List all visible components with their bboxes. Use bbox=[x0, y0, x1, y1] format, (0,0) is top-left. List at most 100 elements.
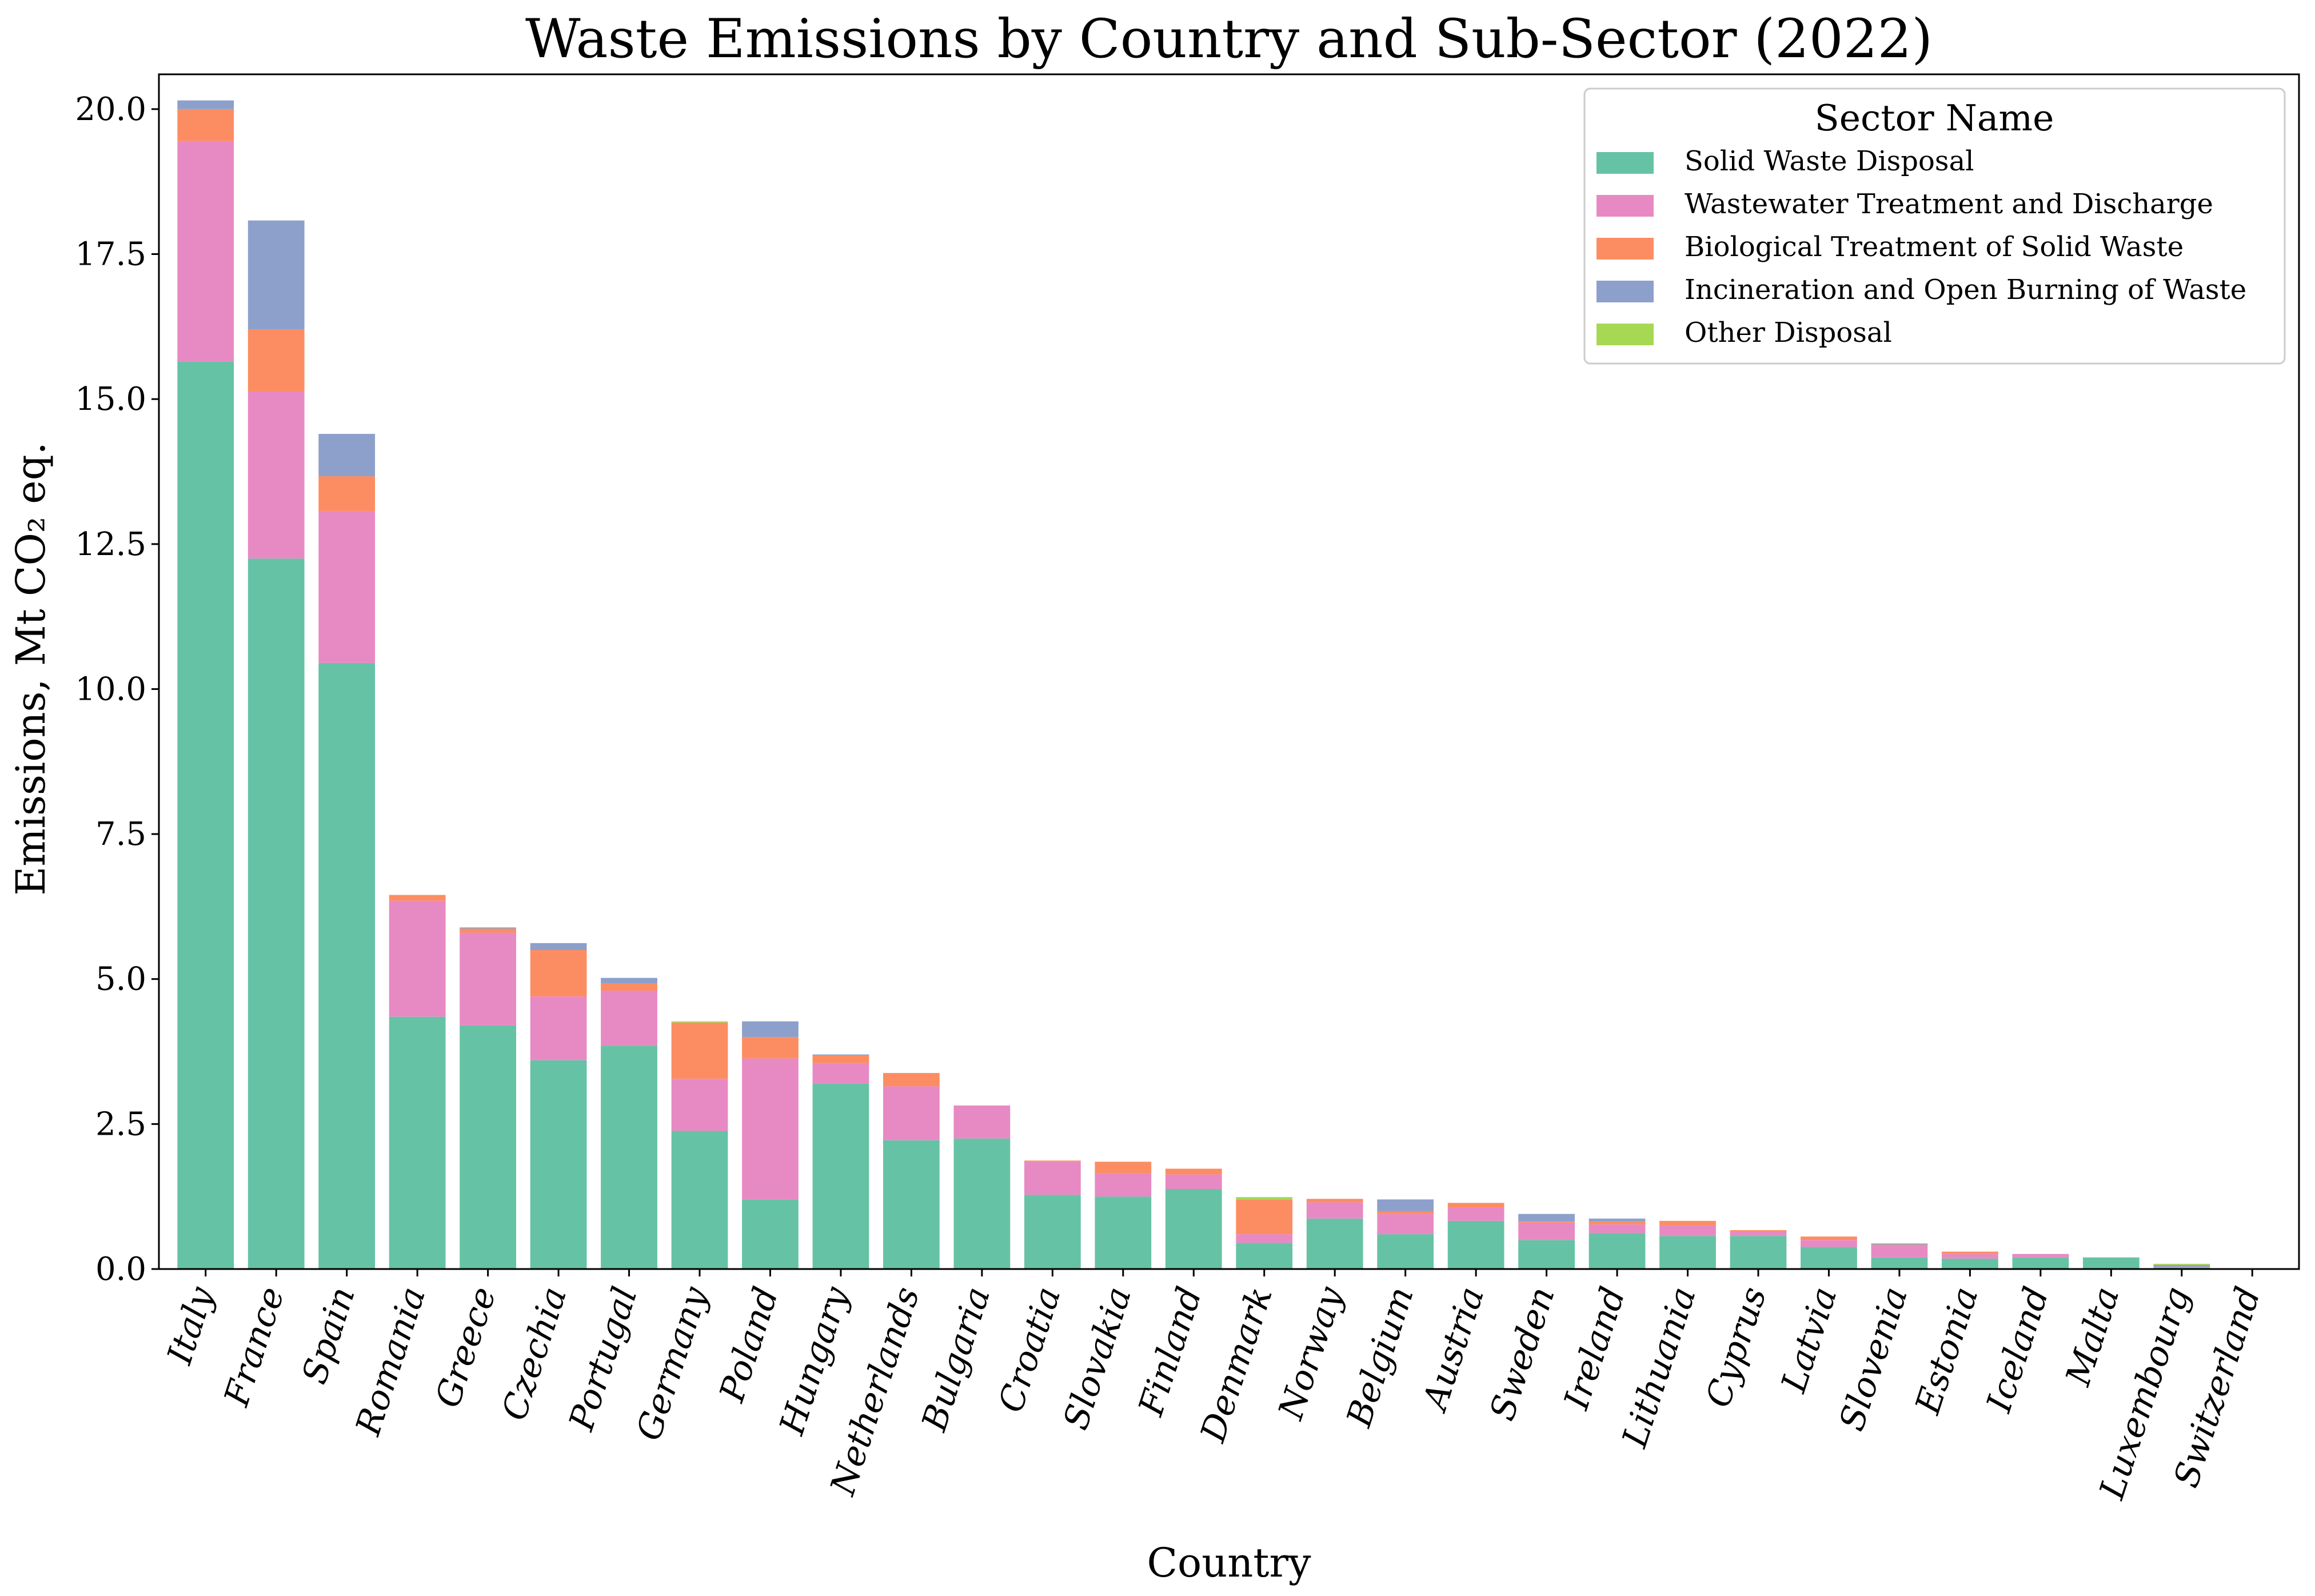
bar-segment bbox=[1377, 1214, 1434, 1235]
bar-segment bbox=[1518, 1221, 1575, 1223]
bar-segment bbox=[530, 996, 587, 1060]
bar-segment bbox=[601, 977, 657, 984]
bar-segment bbox=[530, 949, 587, 997]
bar-segment bbox=[671, 1021, 728, 1023]
bar-segment bbox=[1871, 1244, 1928, 1246]
bar-segment bbox=[2153, 1264, 2210, 1267]
bar-segment bbox=[1801, 1240, 1857, 1247]
bar-segment bbox=[1659, 1220, 1716, 1226]
bar-segment bbox=[1588, 1218, 1646, 1222]
y-tick-label: 2.5 bbox=[95, 1106, 146, 1143]
legend-swatch bbox=[1596, 152, 1654, 174]
bar-segment bbox=[1801, 1247, 1857, 1269]
bar-segment bbox=[883, 1073, 940, 1087]
bar-segment bbox=[883, 1086, 940, 1140]
bar-segment bbox=[389, 900, 446, 1017]
bar-segment bbox=[1165, 1174, 1222, 1189]
bar-segment bbox=[1024, 1162, 1081, 1195]
bar-segment bbox=[2012, 1254, 2069, 1258]
x-axis-label: Country bbox=[1147, 1539, 1311, 1586]
bar-segment bbox=[1165, 1188, 1222, 1269]
legend-frame bbox=[1583, 87, 2286, 365]
y-tick-label: 20.0 bbox=[75, 91, 146, 128]
bar-segment bbox=[1377, 1199, 1434, 1211]
plot-frame bbox=[158, 73, 2300, 1270]
bar-segment bbox=[1871, 1243, 1928, 1245]
bar-segment bbox=[742, 1037, 799, 1059]
bar-segment bbox=[177, 100, 234, 109]
bar-segment bbox=[742, 1058, 799, 1200]
bar-segment bbox=[1447, 1207, 1504, 1221]
y-tick-label: 10.0 bbox=[75, 671, 146, 708]
bar-segment bbox=[1236, 1234, 1293, 1243]
bar-segment bbox=[1588, 1221, 1646, 1224]
bar-segment bbox=[671, 1131, 728, 1269]
bar-segment bbox=[1306, 1218, 1363, 1269]
bar-segment bbox=[1871, 1246, 1928, 1258]
bar-segment bbox=[1801, 1236, 1857, 1240]
bar-segment bbox=[742, 1021, 799, 1038]
bar-segment bbox=[1518, 1240, 1575, 1269]
legend-entry-label: Incineration and Open Burning of Waste bbox=[1685, 274, 2246, 306]
bar-segment bbox=[1447, 1203, 1504, 1208]
bar-segment bbox=[1730, 1236, 1787, 1269]
bar-segment bbox=[883, 1140, 940, 1269]
bar-segment bbox=[601, 1046, 657, 1269]
bar-segment bbox=[1306, 1199, 1363, 1203]
bar-segment bbox=[1447, 1220, 1504, 1269]
y-tick-label: 17.5 bbox=[75, 236, 146, 273]
bar-segment bbox=[1942, 1251, 1998, 1254]
bar-segment bbox=[1024, 1195, 1081, 1269]
y-axis-label: Emissions, Mt CO₂ eq. bbox=[7, 442, 54, 896]
bar-segment bbox=[671, 1022, 728, 1079]
bar-segment bbox=[530, 1060, 587, 1269]
bar-segment bbox=[2153, 1266, 2210, 1268]
bar-segment bbox=[1588, 1224, 1646, 1234]
bar-segment bbox=[1588, 1233, 1646, 1269]
bar-segment bbox=[248, 558, 305, 1270]
bar-segment bbox=[1659, 1236, 1716, 1269]
bar-segment bbox=[318, 510, 376, 663]
bar-segment bbox=[1730, 1231, 1787, 1236]
legend-title: Sector Name bbox=[1815, 97, 2054, 139]
bar-segment bbox=[177, 361, 234, 1270]
bar-segment bbox=[177, 141, 234, 362]
bar-segment bbox=[812, 1054, 869, 1056]
bar-segment bbox=[1095, 1162, 1152, 1174]
bar-segment bbox=[1518, 1222, 1575, 1240]
bar-segment bbox=[1377, 1211, 1434, 1214]
bar-segment bbox=[1165, 1168, 1222, 1175]
bar-segment bbox=[177, 109, 234, 141]
bar-segment bbox=[530, 943, 587, 950]
legend-swatch bbox=[1596, 195, 1654, 217]
y-tick-label: 12.5 bbox=[75, 526, 146, 563]
bar-segment bbox=[1942, 1258, 1998, 1269]
bar-segment bbox=[1236, 1197, 1293, 1200]
legend-entry-label: Biological Treatment of Solid Waste bbox=[1685, 231, 2184, 263]
bar-segment bbox=[1306, 1202, 1363, 1219]
bar-segment bbox=[1942, 1254, 1998, 1259]
bar-segment bbox=[812, 1055, 869, 1063]
bar-segment bbox=[601, 983, 657, 991]
bar-segment bbox=[1659, 1225, 1716, 1236]
bar-segment bbox=[812, 1063, 869, 1084]
bar-segment bbox=[248, 329, 305, 392]
legend-entry-label: Solid Waste Disposal bbox=[1685, 145, 1974, 177]
bar-segment bbox=[460, 927, 516, 929]
y-tick-label: 5.0 bbox=[95, 961, 146, 998]
legend-swatch bbox=[1596, 324, 1654, 345]
bar-segment bbox=[318, 476, 376, 511]
bar-segment bbox=[460, 928, 516, 933]
bar-segment bbox=[1518, 1214, 1575, 1222]
bar-segment bbox=[953, 1105, 1011, 1139]
bar-segment bbox=[460, 932, 516, 1026]
y-tick-label: 7.5 bbox=[95, 816, 146, 853]
bar-segment bbox=[742, 1199, 799, 1269]
bar-segment bbox=[1236, 1243, 1293, 1269]
bar-segment bbox=[1095, 1196, 1152, 1269]
legend-entry-label: Wastewater Treatment and Discharge bbox=[1685, 188, 2213, 220]
bar-segment bbox=[812, 1083, 869, 1269]
legend-swatch bbox=[1596, 281, 1654, 302]
